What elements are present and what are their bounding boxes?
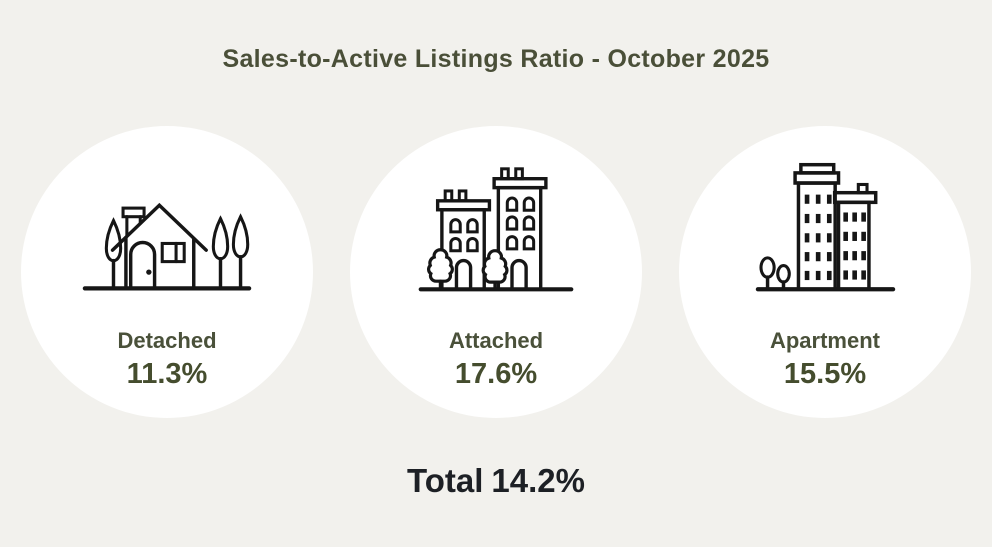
category-value: 11.3% bbox=[126, 358, 208, 390]
category-circle-detached: Detached 11.3% bbox=[21, 126, 313, 418]
total-summary: Total 14.2% bbox=[0, 462, 992, 500]
category-value: 15.5% bbox=[783, 358, 867, 390]
category-circle-attached: Attached 17.6% bbox=[350, 126, 642, 418]
category-circles: Detached 11.3% bbox=[0, 126, 992, 418]
apartment-buildings-icon bbox=[753, 154, 898, 296]
total-value: 14.2% bbox=[491, 462, 585, 499]
category-label: Detached bbox=[117, 328, 217, 353]
detached-house-icon bbox=[81, 154, 253, 296]
category-value: 17.6% bbox=[454, 358, 538, 390]
attached-houses-icon bbox=[416, 154, 576, 296]
category-label: Apartment bbox=[769, 328, 880, 353]
category-label: Attached bbox=[448, 328, 544, 353]
category-circle-apartment: Apartment 15.5% bbox=[679, 126, 971, 418]
total-label: Total bbox=[407, 462, 484, 499]
page-title: Sales-to-Active Listings Ratio - October… bbox=[222, 45, 770, 73]
